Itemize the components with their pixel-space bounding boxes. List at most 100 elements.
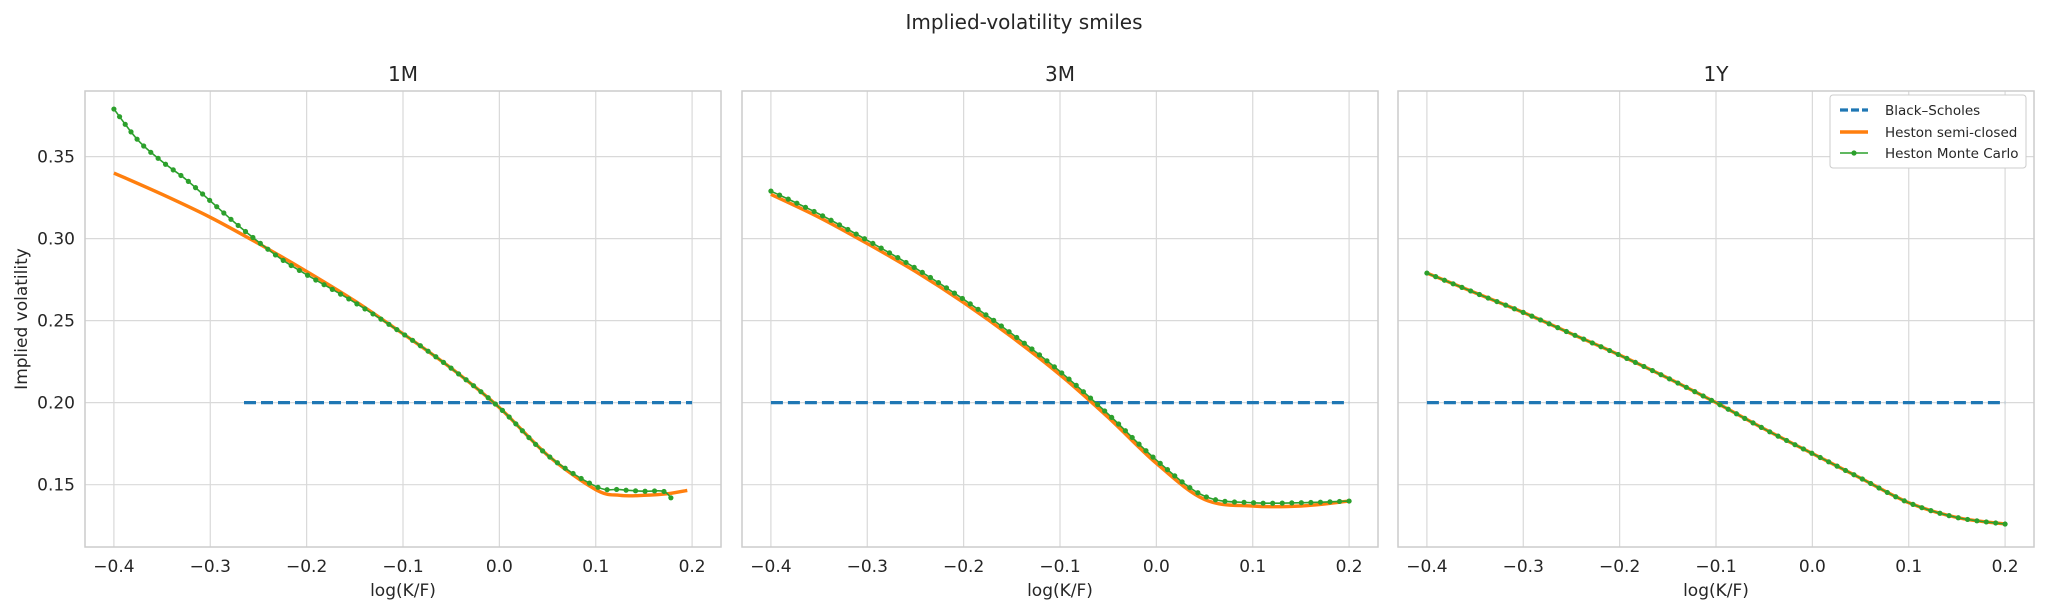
- series-point-mc: [1250, 500, 1257, 506]
- series-point-mc: [642, 488, 648, 494]
- series-point-mc: [1187, 484, 1193, 491]
- y-axis-label: Implied volatility: [12, 248, 32, 390]
- series-point-mc: [1598, 344, 1604, 350]
- series-point-mc: [1298, 500, 1304, 506]
- panel-title: 3M: [1045, 62, 1075, 86]
- series-point-mc: [1546, 321, 1552, 327]
- series-point-mc: [998, 323, 1004, 329]
- series-point-mc: [562, 465, 568, 471]
- series-point-mc: [632, 488, 639, 494]
- series-point-mc: [370, 311, 376, 317]
- series-point-mc: [785, 196, 791, 202]
- series-point-mc: [128, 129, 134, 135]
- series-point-mc: [1928, 508, 1934, 514]
- series-point-mc: [1157, 460, 1163, 466]
- series-point-mc: [116, 114, 123, 120]
- series-point-mc: [768, 188, 774, 194]
- series-point-mc: [570, 470, 576, 477]
- legend-label: Heston Monte Carlo: [1885, 146, 2019, 162]
- series-point-mc: [1666, 376, 1673, 382]
- legend-label: Heston semi-closed: [1885, 125, 2017, 141]
- series-point-mc: [155, 155, 161, 161]
- series-point-mc: [853, 231, 859, 237]
- x-tick-label: −0.4: [1406, 557, 1447, 577]
- x-tick-label: 0.1: [582, 557, 609, 577]
- series-point-mc: [250, 234, 256, 241]
- series-point-mc: [1122, 428, 1129, 434]
- series-point-mc: [1051, 364, 1057, 370]
- series-point-mc: [526, 434, 532, 441]
- series-point-mc: [1308, 499, 1314, 506]
- series-point-mc: [1260, 500, 1266, 506]
- series-point-mc: [2002, 521, 2008, 527]
- series-point-mc: [1520, 309, 1526, 315]
- series-point-mc: [1164, 467, 1171, 473]
- series-point-mc: [1834, 463, 1840, 469]
- series-point-mc: [1758, 424, 1764, 430]
- series-point-mc: [122, 121, 128, 127]
- series-point-mc: [1893, 494, 1899, 500]
- y-tick-label: 0.15: [37, 476, 75, 496]
- series-point-mc: [951, 290, 958, 296]
- series-point-mc: [1572, 332, 1578, 338]
- series-point-mc: [1195, 490, 1201, 496]
- series-point-mc: [1581, 336, 1587, 342]
- series-point-mc: [595, 484, 601, 490]
- series-point-mc: [1555, 325, 1561, 331]
- series-point-mc: [1767, 429, 1773, 435]
- series-point-mc: [1044, 358, 1050, 364]
- series-point-mc: [661, 488, 667, 495]
- series-point-mc: [1649, 367, 1656, 374]
- x-tick-label: −0.3: [190, 557, 231, 577]
- legend-box: [1829, 94, 2027, 169]
- series-point-mc: [1708, 397, 1715, 403]
- x-tick-label: −0.1: [1039, 557, 1080, 577]
- y-tick-label: 0.35: [37, 148, 75, 168]
- series-point-mc: [394, 326, 400, 333]
- x-tick-label: −0.3: [847, 557, 888, 577]
- series-point-mc: [470, 383, 477, 389]
- series-point-mc: [1692, 389, 1698, 395]
- series-point-mc: [1826, 459, 1832, 465]
- series-point-mc: [1279, 500, 1285, 506]
- series-point-mc: [1974, 518, 1980, 524]
- series-point-mc: [802, 204, 809, 210]
- series-point-mc: [1919, 505, 1925, 511]
- series-point-mc: [919, 269, 925, 275]
- x-tick-label: −0.1: [1695, 557, 1736, 577]
- series-point-mc: [1964, 516, 1971, 523]
- series-point-mc: [547, 454, 553, 460]
- series-point-mc: [228, 216, 234, 222]
- series-point-mc: [623, 487, 629, 493]
- series-point-mc: [1733, 411, 1740, 417]
- series-point-mc: [975, 306, 981, 312]
- x-tick-label: −0.4: [93, 557, 134, 577]
- series-point-mc: [1658, 372, 1664, 378]
- series-point-mc: [409, 337, 416, 343]
- series-point-mc: [1241, 499, 1247, 505]
- series-point-mc: [425, 348, 431, 354]
- series-point-mc: [304, 272, 311, 278]
- series-point-mc: [1468, 288, 1474, 294]
- series-point-mc: [192, 185, 199, 191]
- series-point-mc: [578, 475, 584, 482]
- series-point-mc: [1346, 498, 1352, 504]
- series-point-mc: [280, 257, 286, 264]
- series-point-mc: [539, 448, 546, 454]
- series-point-mc: [836, 222, 843, 228]
- series-point-mc: [448, 365, 454, 371]
- series-line-heston: [113, 171, 688, 498]
- series-point-mc: [354, 301, 360, 307]
- series-point-mc: [1172, 473, 1178, 479]
- series-point-mc: [1800, 446, 1806, 452]
- x-tick-label: 0.1: [1239, 557, 1266, 577]
- x-tick-label: 0.2: [1992, 557, 2019, 577]
- series-point-mc: [346, 296, 352, 302]
- series-point-mc: [651, 488, 658, 494]
- series-point-mc: [1212, 497, 1219, 503]
- series-point-mc: [604, 487, 610, 493]
- legend: Black–Scholes Heston semi-closed Heston Mo…: [1829, 94, 2027, 169]
- series-point-mc: [1150, 454, 1156, 460]
- series-point-mc: [1476, 291, 1483, 298]
- series-point-mc: [362, 306, 368, 312]
